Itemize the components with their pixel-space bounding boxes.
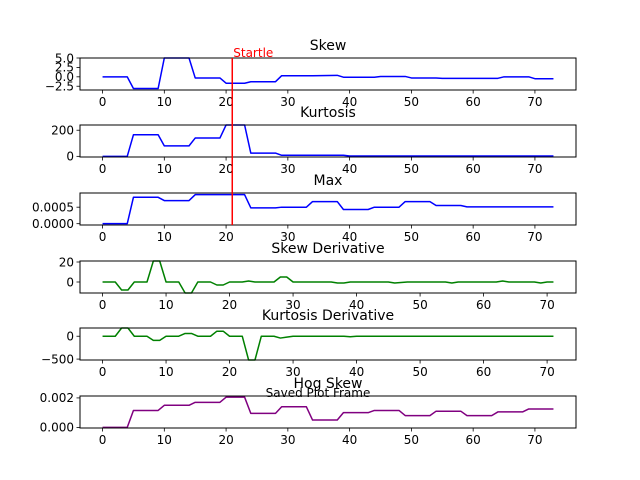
y-tick-label: 2.5 <box>55 61 74 75</box>
y-tick-label: 5.0 <box>55 51 74 65</box>
max-title: Max <box>314 173 343 189</box>
x-tick-label: 0 <box>99 298 107 312</box>
x-tick-label: 20 <box>218 230 233 244</box>
x-tick-label: 30 <box>280 230 295 244</box>
x-tick-label: 60 <box>466 162 481 176</box>
x-tick-label: 40 <box>342 95 357 109</box>
kurtosis-derivative-axes-frame <box>79 327 577 361</box>
y-tick-label: −2.5 <box>45 80 74 94</box>
x-tick-label: 60 <box>476 365 491 379</box>
x-tick-label: 70 <box>539 298 554 312</box>
skew-derivative-title: Skew Derivative <box>271 241 384 257</box>
x-tick-label: 10 <box>158 298 173 312</box>
x-tick-label: 50 <box>404 230 419 244</box>
x-tick-label: 0 <box>99 433 107 447</box>
x-tick-label: 20 <box>222 298 237 312</box>
y-tick-label: 0.0 <box>55 70 74 84</box>
skew-subplot: Skew 0 10 20 30 40 50 60 70 −2.50.02.55.0 <box>45 38 577 109</box>
x-tick-label: 30 <box>280 95 295 109</box>
y-tick-label: 0.0000 <box>32 217 74 231</box>
x-tick-label: 40 <box>342 433 357 447</box>
hog-skew-axes-frame <box>79 395 577 429</box>
x-tick-label: 50 <box>412 298 427 312</box>
startle-marker-label: Startle <box>233 46 273 60</box>
x-tick-label: 20 <box>222 365 237 379</box>
x-tick-label: 0 <box>99 162 107 176</box>
x-tick-label: 40 <box>342 162 357 176</box>
x-tick-label: 50 <box>404 433 419 447</box>
skew-axes-frame <box>79 57 577 91</box>
kurtosis-axes-frame <box>79 124 577 158</box>
max-series-line <box>102 193 554 225</box>
y-tick-label: 0 <box>66 150 74 164</box>
hog-skew-series-line <box>102 396 554 429</box>
kurtosis-series-line <box>102 124 554 158</box>
x-tick-label: 70 <box>527 230 542 244</box>
x-tick-label: 60 <box>466 433 481 447</box>
hog-skew-title: Hog Skew <box>294 376 363 392</box>
x-tick-label: 50 <box>404 95 419 109</box>
x-tick-label: 50 <box>412 365 427 379</box>
x-tick-label: 10 <box>157 95 172 109</box>
x-tick-label: 20 <box>218 162 233 176</box>
y-tick-label: −500 <box>41 352 74 366</box>
y-tick-label: 200 <box>51 124 74 138</box>
y-tick-label: 0.002 <box>40 391 74 405</box>
x-tick-label: 60 <box>476 298 491 312</box>
x-tick-label: 70 <box>527 162 542 176</box>
figure-footer: Saved Plot Frame <box>266 386 371 400</box>
x-tick-label: 0 <box>99 95 107 109</box>
x-tick-label: 30 <box>280 433 295 447</box>
x-tick-label: 20 <box>218 433 233 447</box>
y-tick-label: 0 <box>66 330 74 344</box>
x-tick-label: 0 <box>99 230 107 244</box>
max-subplot: Max 0 10 20 30 40 50 60 70 0.0000 0.0005 <box>32 173 577 244</box>
kurtosis-title: Kurtosis <box>300 105 356 121</box>
x-tick-label: 70 <box>527 433 542 447</box>
x-tick-label: 70 <box>527 95 542 109</box>
x-tick-label: 30 <box>285 298 300 312</box>
x-tick-label: 0 <box>99 365 107 379</box>
skew-title: Skew <box>310 38 347 54</box>
x-tick-label: 30 <box>280 162 295 176</box>
skew-derivative-axes-frame <box>79 260 577 294</box>
x-tick-label: 20 <box>218 95 233 109</box>
max-axes-frame <box>79 192 577 226</box>
x-tick-label: 40 <box>349 365 364 379</box>
startle-marker-layer: Startle <box>231 46 273 225</box>
x-tick-label: 10 <box>157 162 172 176</box>
kurtosis-derivative-title: Kurtosis Derivative <box>262 308 394 324</box>
x-tick-label: 10 <box>157 433 172 447</box>
hog-skew-subplot: Hog Skew 0 10 20 30 40 50 60 70 0.000 0.002 <box>40 376 577 447</box>
y-tick-label: 0 <box>66 275 74 289</box>
x-tick-label: 40 <box>342 230 357 244</box>
x-tick-label: 70 <box>539 365 554 379</box>
kurtosis-derivative-subplot: Kurtosis Derivative 0 10 20 30 40 50 60 70 −500 0 <box>41 308 577 379</box>
skew-derivative-subplot: Skew Derivative 0 10 20 30 40 50 60 70 0 20 <box>59 241 577 312</box>
kurtosis-subplot: Kurtosis 0 10 20 30 40 50 60 70 0 200 <box>51 105 577 176</box>
x-tick-label: 60 <box>466 230 481 244</box>
kurtosis-derivative-series-line <box>102 327 554 361</box>
subplots: Skew 0 10 20 30 40 50 60 70 −2.50.02.55.0 Kurtosis… <box>32 38 577 447</box>
x-tick-label: 10 <box>158 365 173 379</box>
y-tick-label: 0.0005 <box>32 200 74 214</box>
x-tick-label: 50 <box>404 162 419 176</box>
y-tick-label: 0.000 <box>40 421 74 435</box>
x-tick-label: 40 <box>349 298 364 312</box>
y-tick-label: 20 <box>59 255 74 269</box>
x-tick-label: 60 <box>466 95 481 109</box>
x-tick-label: 30 <box>285 365 300 379</box>
x-tick-label: 10 <box>157 230 172 244</box>
